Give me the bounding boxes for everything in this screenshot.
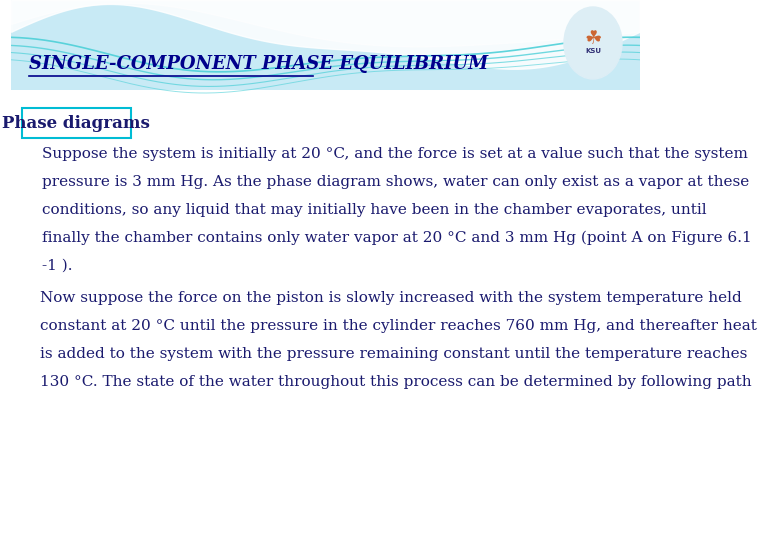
Text: constant at 20 °C until the pressure in the cylinder reaches 760 mm Hg, and ther: constant at 20 °C until the pressure in … [41, 319, 757, 333]
Text: Now suppose the force on the piston is slowly increased with the system temperat: Now suppose the force on the piston is s… [41, 291, 742, 305]
Text: Suppose the system is initially at 20 °C, and the force is set at a value such t: Suppose the system is initially at 20 °C… [42, 147, 748, 161]
Text: -1 ).: -1 ). [42, 259, 73, 273]
FancyBboxPatch shape [11, 0, 640, 90]
Text: KSU: KSU [585, 48, 601, 54]
Text: Phase diagrams: Phase diagrams [2, 114, 151, 132]
FancyBboxPatch shape [22, 108, 131, 138]
Text: finally the chamber contains only water vapor at 20 °C and 3 mm Hg (point A on F: finally the chamber contains only water … [42, 231, 752, 245]
Text: is added to the system with the pressure remaining constant until the temperatur: is added to the system with the pressure… [41, 347, 747, 361]
Text: pressure is 3 mm Hg. As the phase diagram shows, water can only exist as a vapor: pressure is 3 mm Hg. As the phase diagra… [42, 175, 749, 189]
Text: SINGLE-COMPONENT PHASE EQUILIBRIUM: SINGLE-COMPONENT PHASE EQUILIBRIUM [29, 55, 488, 73]
Text: ☘: ☘ [584, 30, 601, 49]
Text: 130 °C. The state of the water throughout this process can be determined by foll: 130 °C. The state of the water throughou… [41, 375, 752, 389]
Text: conditions, so any liquid that may initially have been in the chamber evaporates: conditions, so any liquid that may initi… [42, 203, 707, 217]
Circle shape [564, 7, 622, 79]
FancyBboxPatch shape [11, 90, 640, 540]
